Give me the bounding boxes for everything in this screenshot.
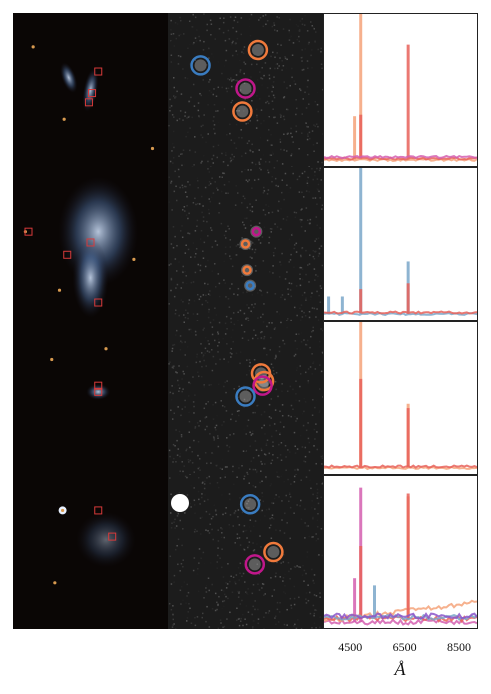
source-marker	[94, 298, 103, 307]
star-dot	[53, 581, 57, 585]
region-ring	[244, 554, 266, 575]
source-marker	[24, 227, 33, 236]
region-ring	[247, 39, 269, 61]
star-dot	[50, 357, 54, 362]
region-ring	[240, 239, 251, 249]
source-marker	[88, 89, 97, 98]
source-marker	[86, 238, 95, 247]
optical-image	[13, 167, 168, 321]
saturated-star	[171, 494, 189, 512]
spectrum-continuum	[324, 310, 477, 315]
spectrum-panel	[323, 475, 478, 629]
region-ring	[252, 375, 273, 396]
x-tick-label: 6500	[392, 640, 417, 654]
galaxy-glow	[76, 511, 136, 568]
figure-grid	[13, 13, 478, 629]
star-dot	[31, 45, 35, 49]
star-dot	[150, 146, 155, 151]
spectrum-continuum	[324, 618, 477, 626]
region-ring	[235, 386, 256, 407]
spectrum-panel	[323, 321, 478, 475]
optical-image	[13, 13, 168, 167]
galaxy-glow	[58, 176, 139, 318]
star-dot	[104, 347, 108, 351]
star-dot	[132, 257, 136, 261]
source-marker	[108, 532, 117, 541]
source-marker	[94, 381, 103, 390]
source-marker	[94, 387, 103, 396]
x-tick-label: 4500	[338, 640, 363, 654]
grayscale-image	[168, 13, 323, 167]
optical-image	[13, 321, 168, 475]
x-axis-label: Å	[394, 659, 406, 679]
star-dot	[61, 508, 65, 513]
star-dot	[62, 117, 66, 121]
noise-texture	[168, 13, 323, 167]
source-marker	[94, 506, 103, 515]
grayscale-image	[168, 321, 323, 475]
grayscale-image	[168, 475, 323, 629]
source-marker	[63, 250, 72, 259]
region-ring	[245, 280, 255, 291]
noise-texture	[168, 321, 323, 475]
region-ring	[235, 78, 256, 99]
source-marker	[94, 67, 103, 76]
galaxy-glow	[86, 383, 111, 400]
spectrum-continuum	[324, 612, 477, 620]
region-ring	[263, 541, 284, 563]
spectrum-continuum	[324, 154, 477, 160]
region-ring	[251, 226, 262, 237]
region-ring	[242, 265, 252, 275]
source-marker	[84, 98, 93, 107]
region-ring	[232, 101, 253, 122]
spectrum-panel	[323, 167, 478, 321]
x-tick-label: 8500	[446, 640, 471, 654]
region-ring	[190, 55, 211, 76]
grayscale-image	[168, 167, 323, 321]
galaxy-emission	[194, 43, 264, 118]
region-ring	[239, 494, 261, 515]
galaxy-emission	[244, 498, 280, 571]
optical-image	[13, 475, 168, 629]
star-dot	[57, 288, 62, 292]
noise-texture	[168, 167, 323, 321]
spectrum-continuum	[324, 464, 477, 469]
noise-texture	[168, 475, 323, 629]
spectrum-panel	[323, 13, 478, 167]
spectrum-continuum	[324, 157, 477, 163]
